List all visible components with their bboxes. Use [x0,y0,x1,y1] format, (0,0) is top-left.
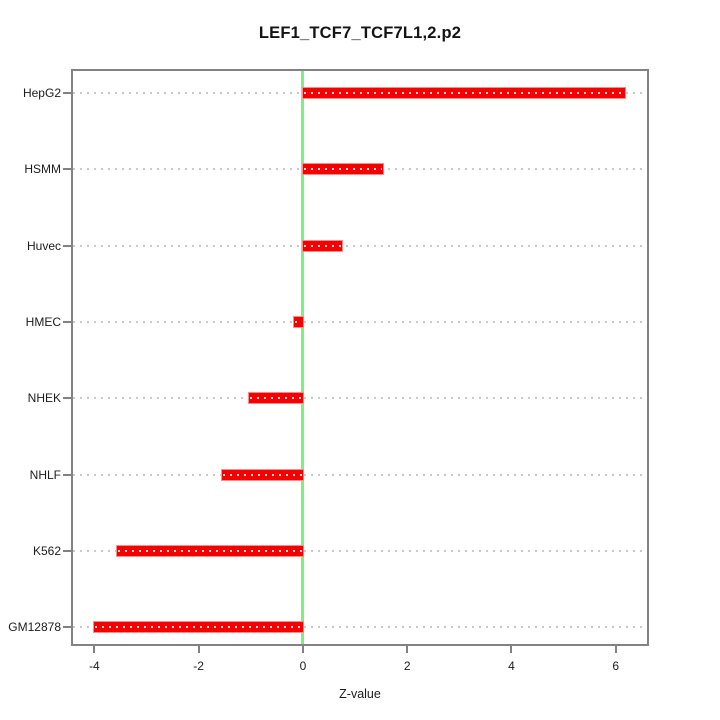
x-tick-label--2: -2 [193,659,204,673]
x-tick-label-6: 6 [612,659,620,673]
x-tick-label-4: 4 [508,659,515,673]
chart-title: LEF1_TCF7_TCF7L1,2.p2 [258,24,462,42]
y-tick [63,397,71,400]
y-tick [63,92,71,94]
bar-dash-pattern [117,549,302,552]
x-axis-label: Z-value [339,687,381,701]
y-tick [63,626,71,629]
bar-GM12878 [94,622,303,633]
y-tick-label-NHLF: NHLF [29,467,61,482]
y-tick-label-GM12878: GM12878 [8,620,61,635]
bar-NHEK [249,393,303,404]
y-tick [63,320,71,323]
bar-dash-pattern [294,320,302,323]
x-tick [93,646,96,653]
bar-Huvec [302,240,342,251]
gridline [73,473,647,476]
y-tick [63,549,71,552]
gridline [73,244,647,247]
y-tick-label-HMEC: HMEC [25,314,61,329]
bar-K562 [116,545,303,556]
y-tick-label-HSMM: HSMM [24,162,61,177]
x-tick [510,646,513,653]
y-tick-label-K562: K562 [32,543,61,558]
bar-dash-pattern [250,397,302,400]
bar-dash-pattern [303,168,383,171]
x-tick [406,646,409,653]
bar-HMEC [293,316,303,327]
gridline [73,549,647,552]
y-tick [63,244,71,247]
x-tick-label-0: 0 [299,659,307,673]
x-tick [614,646,617,653]
y-tick [63,473,71,476]
x-tick [197,646,200,653]
y-tick [63,168,71,171]
bar-dash-pattern [222,473,302,476]
bar-dash-pattern [303,244,341,247]
bar-NHLF [221,469,303,480]
plot-area [71,69,649,646]
y-tick-label-HepG2: HepG2 [22,86,61,100]
x-tick-label--4: -4 [89,659,100,673]
x-tick [301,646,304,653]
bar-HSMM [302,164,384,175]
x-tick-label-2: 2 [403,659,411,673]
y-tick-label-Huvec: Huvec [26,238,61,253]
zero-reference-line [301,71,305,644]
gridline [73,320,647,323]
gridline [73,397,647,400]
bar-dash-pattern [95,626,302,629]
bar-HepG2 [302,88,626,98]
bar-dash-pattern [303,92,625,94]
gridline [73,626,647,629]
y-tick-label-NHEK: NHEK [27,391,61,406]
